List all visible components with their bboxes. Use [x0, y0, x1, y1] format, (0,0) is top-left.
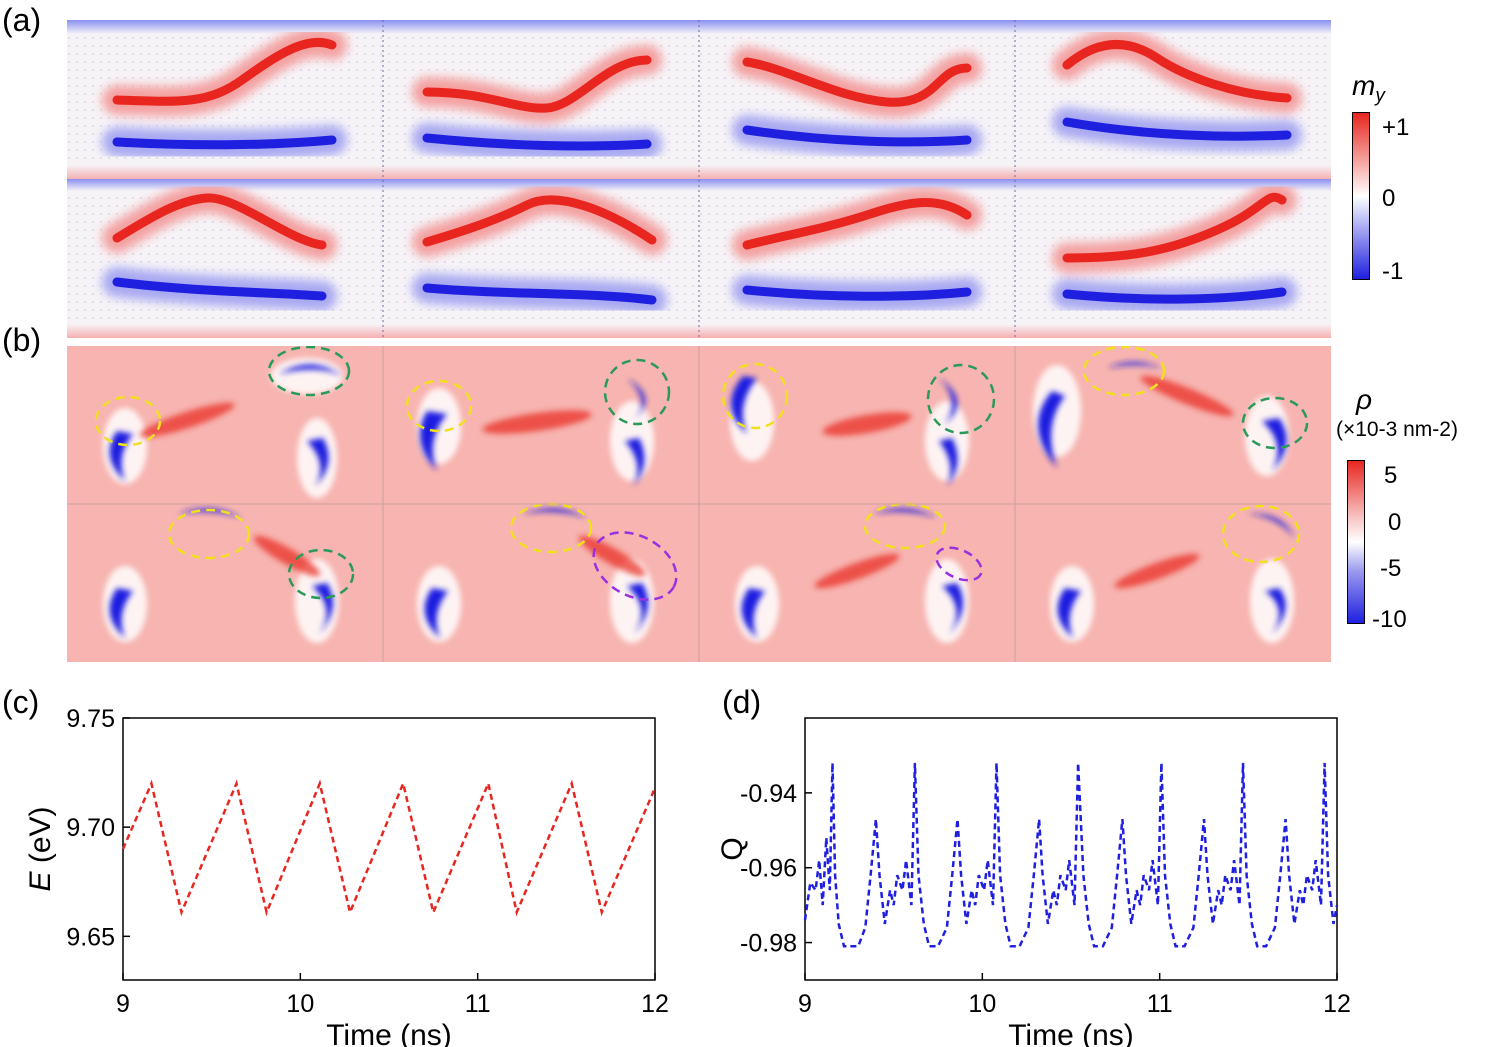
charge-x-tick-label: 12: [1323, 990, 1351, 1018]
colorbar-rho-title: ρ: [1356, 384, 1373, 415]
charge-y-tick-label: -0.98: [740, 930, 797, 958]
panel-label-d: (d): [722, 684, 762, 720]
density-features: [103, 358, 1295, 643]
energy-x-tick-label: 12: [641, 990, 669, 1018]
my-field-svg: [67, 20, 1331, 338]
charge-plot-frame: [804, 717, 1338, 981]
colorbar-rho-tick: -10: [1372, 606, 1407, 633]
colorbar-my-title: my: [1352, 70, 1385, 107]
frame-dividers: [67, 346, 1331, 662]
energy-x-tick-label: 9: [116, 990, 130, 1018]
energy-plot-frame: [122, 717, 656, 981]
charge-x-tick-label: 11: [1147, 990, 1173, 1018]
panel-label-b: (b): [2, 322, 42, 358]
frame-dividers: [382, 20, 1016, 338]
rho-field-panel: [67, 346, 1331, 662]
charge-x-axis-label: Time (ns): [1008, 1019, 1134, 1047]
my-field-panel: [67, 20, 1331, 338]
colorbar-rho-tick: 5: [1384, 462, 1398, 489]
colorbar-my: [1352, 112, 1370, 280]
my-domain-walls: [102, 27, 1302, 315]
energy-x-axis-label: Time (ns): [326, 1019, 452, 1047]
panel-label-c: (c): [2, 684, 40, 720]
charge-x-tick-label: 10: [968, 990, 996, 1018]
colorbar-rho-unit: (×10-3 nm-2): [1336, 418, 1458, 441]
colorbar-rho-tick: -5: [1380, 555, 1402, 582]
charge-y-axis-label: Q: [716, 837, 749, 860]
panel-label-a: (a): [2, 2, 42, 38]
charge-x-tick-label: 9: [798, 990, 812, 1018]
charge-series-line: [803, 762, 1339, 948]
colorbar-my-tick: -1: [1382, 258, 1404, 285]
highlight-ellipses: [94, 346, 1309, 601]
charge-y-tick-label: -0.96: [740, 855, 797, 883]
energy-y-tick-label: 9.70: [66, 814, 115, 842]
rho-field-svg: [67, 346, 1331, 662]
charge-y-tick-label: -0.94: [740, 780, 797, 808]
energy-series-line: [121, 779, 657, 917]
energy-x-tick-label: 11: [465, 990, 491, 1018]
colorbar-my-tick: 0: [1382, 185, 1396, 212]
colorbar-my-tick: +1: [1382, 114, 1410, 141]
energy-y-axis-label: E (eV): [24, 806, 57, 891]
energy-x-tick-label: 10: [286, 990, 314, 1018]
colorbar-rho: [1347, 460, 1365, 624]
colorbar-rho-tick: 0: [1388, 509, 1402, 536]
energy-y-tick-label: 9.65: [66, 923, 115, 951]
energy-y-tick-label: 9.75: [66, 705, 115, 733]
